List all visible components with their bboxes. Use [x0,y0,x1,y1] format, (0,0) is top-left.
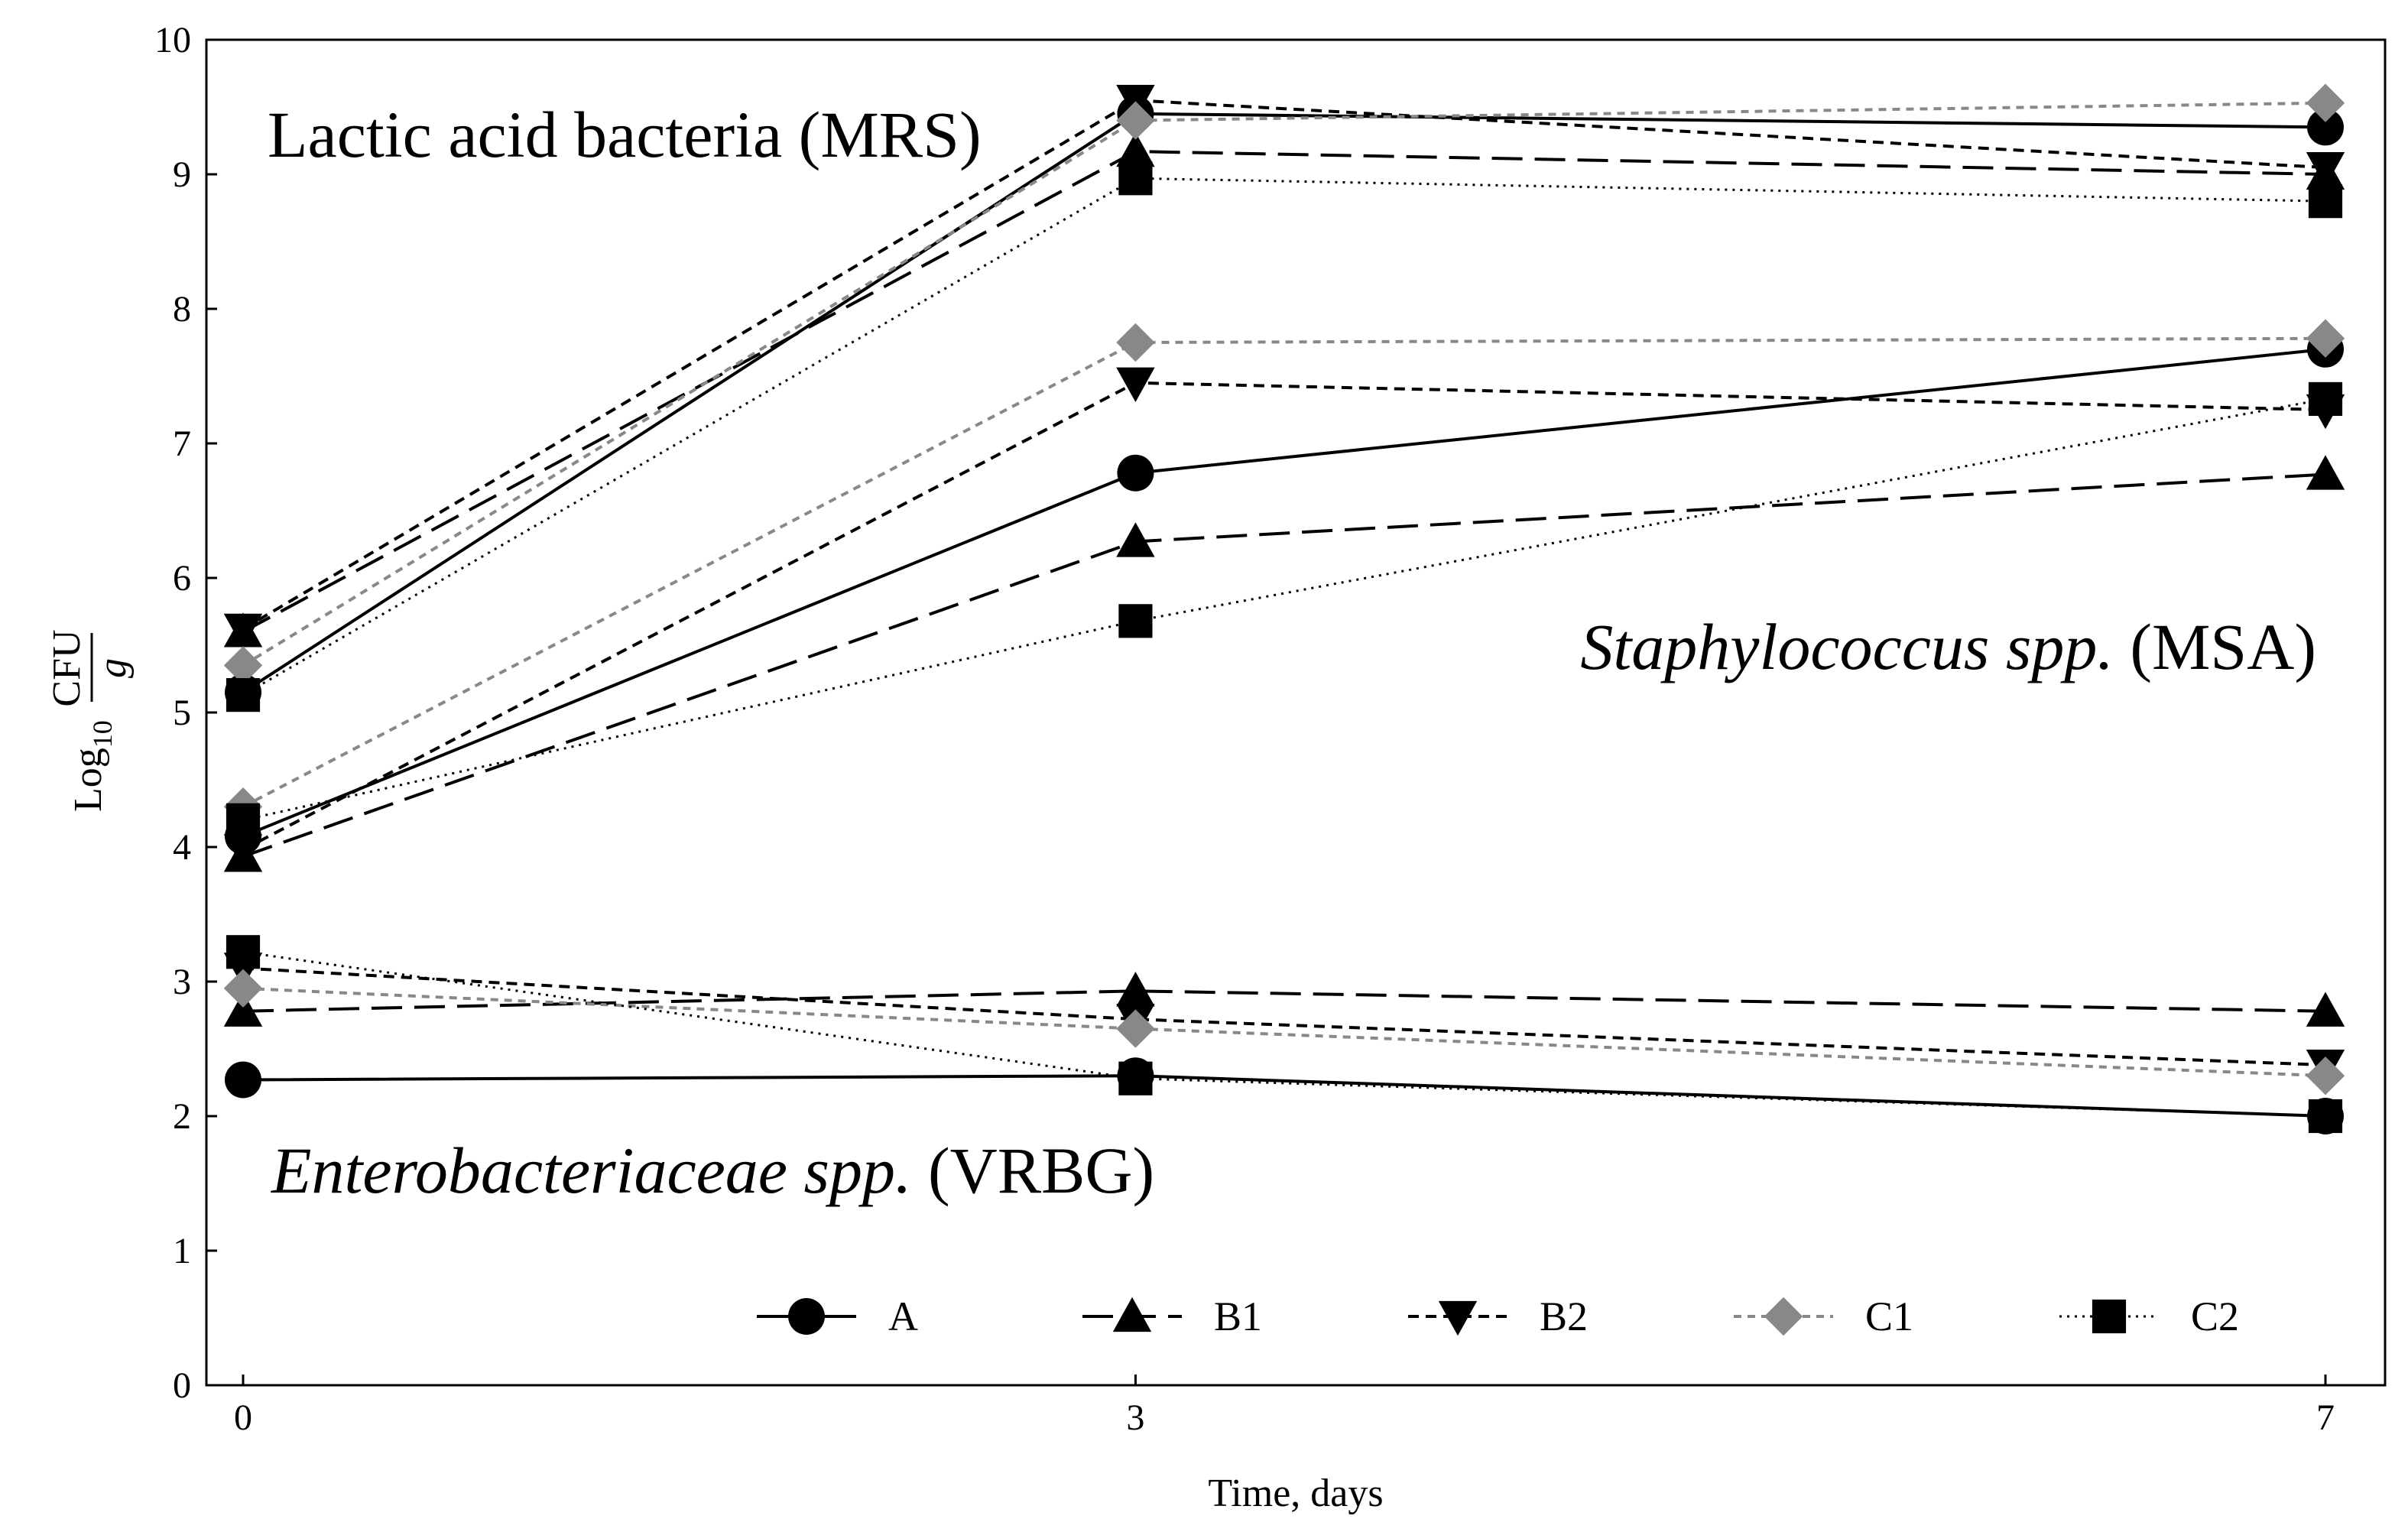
series-b1-enterobacteriaceae-point-1 [1116,972,1155,1007]
series-c2-staphylococcus-point-1 [1118,604,1153,638]
series-c1-enterobacteriaceae-point-0 [223,969,263,1008]
y-tick-label-10: 10 [154,20,191,60]
y-tick-label-3: 3 [173,962,191,1002]
legend-marker-b2 [1438,1300,1478,1336]
series-a-staphylococcus-line [242,347,2326,838]
series-c2-staphylococcus-point-2 [2308,381,2343,416]
legend-label-b2: B2 [1540,1293,1588,1339]
series-b2-staphylococcus-point-1 [1116,367,1155,402]
y-tick-label-5: 5 [173,693,191,733]
series-c1-lab-point-1 [1116,101,1155,140]
series-b1-staphylococcus-point-1 [1116,522,1155,557]
y-axis-title-prefix: Log [67,748,110,812]
series-c2-staphylococcus-point-0 [226,803,261,837]
annotation-staph-italic: Staphylococcus spp. [1580,610,2113,683]
x-axis-title: Time, days [1208,1472,1383,1515]
series-c1-lab-point-2 [2306,83,2345,122]
y-tick-label-1: 1 [173,1231,191,1271]
series-b1-enterobacteriaceae-line [242,989,2326,1013]
annotation-entero-italic: Enterobacteriaceae spp. [270,1134,911,1207]
series-c1-staphylococcus-line [242,336,2326,808]
series-c2-staphylococcus-line [242,398,2326,822]
series-b1-enterobacteriaceae-point-0 [223,992,263,1027]
series-b2-lab-point-2 [2306,152,2345,187]
series-c2-lab-point-2 [2308,184,2343,219]
annotation-lab: Lactic acid bacteria (MRS) [268,98,982,171]
legend-marker-c2 [2092,1299,2127,1334]
series-c1-staphylococcus-point-2 [2306,319,2345,358]
series-b1-lab-line [242,150,2326,634]
series-b2-enterobacteriaceae-line [242,966,2326,1067]
series-c2-enterobacteriaceae-point-1 [1118,1061,1153,1095]
y-tick-label-4: 4 [173,827,191,868]
y-tick-label-7: 7 [173,424,191,464]
y-axis-title-numerator: CFU [45,629,89,706]
series-a-lab-point-2 [2307,109,2344,146]
series-c1-enterobacteriaceae-point-2 [2306,1056,2345,1095]
series-a-enterobacteriaceae-line [242,1074,2326,1118]
series-b1-lab-point-1 [1116,131,1155,167]
y-axis-title-denominator: g [91,658,135,678]
annotation-staph-plain: (MSA) [2114,610,2316,683]
series-c2-enterobacteriaceae-line [242,950,2326,1118]
annotation-staphylococcus: Staphylococcus spp. (MSA) [1580,610,2316,683]
legend-marker-b1 [1112,1297,1152,1332]
y-axis-title-subscript: 10 [87,720,118,748]
series-b2-lab-line [242,99,2326,631]
series-b2-staphylococcus-point-0 [223,834,263,869]
y-tick-label-8: 8 [173,289,191,329]
y-axis-title-log: Log10 [67,720,118,812]
x-tick-label-2: 7 [2316,1397,2335,1438]
series-a-staphylococcus-point-1 [1117,454,1154,492]
y-tick-label-9: 9 [173,154,191,195]
series-c2-lab-point-0 [226,678,261,712]
y-tick-label-6: 6 [173,558,191,599]
series-b2-lab-point-0 [223,613,263,649]
y-tick-label-2: 2 [173,1096,191,1137]
legend-marker-c1 [1764,1297,1803,1336]
y-axis-title: Log10 CFU g [45,629,135,812]
x-tick-label-0: 0 [234,1397,252,1438]
series-b1-staphylococcus-point-2 [2306,455,2345,490]
annotation-entero-plain: (VRBG) [911,1134,1154,1207]
y-tick-label-0: 0 [173,1365,191,1406]
legend-label-b1: B1 [1214,1293,1262,1339]
legend-label-c2: C2 [2191,1293,2239,1339]
series-a-enterobacteriaceae-point-0 [225,1061,261,1099]
series-c1-staphylococcus-point-1 [1116,323,1155,362]
legend: A B1 B2 C1 C2 [757,1293,2239,1339]
legend-label-c1: C1 [1865,1293,1913,1339]
series-b1-enterobacteriaceae-point-2 [2306,992,2345,1027]
series-c1-lab-line [242,101,2326,667]
series-c1-enterobacteriaceae-line [242,986,2326,1078]
legend-marker-a [788,1298,825,1335]
x-tick-label-1: 3 [1126,1397,1144,1438]
series-c2-enterobacteriaceae-point-2 [2308,1099,2343,1134]
series-c2-enterobacteriaceae-point-0 [226,935,261,969]
series-c1-lab-point-0 [223,646,263,685]
legend-label-a: A [888,1293,918,1339]
series-c1-enterobacteriaceae-point-1 [1116,1009,1155,1048]
annotation-enterobacteriaceae: Enterobacteriaceae spp. (VRBG) [270,1134,1154,1207]
series-c2-lab-point-1 [1118,161,1153,196]
